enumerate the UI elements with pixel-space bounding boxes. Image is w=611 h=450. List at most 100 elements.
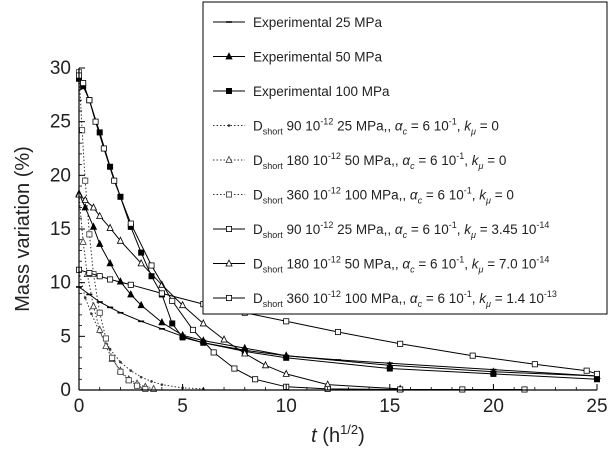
data-point: [386, 365, 393, 372]
data-point: [594, 376, 601, 383]
data-point: [134, 382, 141, 389]
data-point: [119, 360, 122, 364]
legend-label: Experimental 100 MPa: [253, 84, 390, 99]
y-tick-label: 5: [60, 326, 71, 347]
legend-marker: [225, 155, 233, 163]
data-point: [125, 377, 132, 384]
y-tick-label: 20: [50, 165, 71, 186]
data-point: [116, 236, 125, 244]
legend: Experimental 25 MPa Experimental 50 MPa Ex…: [202, 1, 608, 315]
y-tick-label: 0: [60, 380, 71, 401]
data-point: [139, 375, 143, 379]
data-point: [150, 380, 153, 383]
data-point: [81, 195, 89, 203]
legend-entry: Dshort 360 10-12 100 MPa,, αc = 6 10-1, …: [213, 289, 557, 309]
legend-entry: Dshort 90 10-12 25 MPa,, αc = 6 10-1, kμ…: [213, 220, 549, 240]
data-point: [102, 341, 110, 349]
data-point: [169, 320, 176, 327]
data-point: [137, 300, 145, 309]
data-point: [283, 318, 290, 325]
y-tick-label: 10: [50, 273, 71, 294]
data-point: [82, 177, 89, 184]
data-point: [102, 335, 109, 342]
data-point: [111, 177, 118, 184]
data-point: [89, 301, 98, 310]
data-point: [127, 220, 134, 227]
x-axis-label: t (h1/2): [311, 422, 365, 447]
data-point: [252, 376, 259, 383]
legend-marker: [225, 88, 232, 95]
series-line: [78, 75, 525, 390]
y-tick-label: 30: [50, 58, 71, 79]
data-point: [127, 281, 134, 288]
data-point: [109, 354, 116, 361]
data-point: [83, 296, 87, 299]
legend-entry: Dshort 90 10-12 25 MPa,, αc = 6 10-1, kμ…: [213, 117, 499, 137]
x-tick-label: 10: [276, 396, 297, 417]
legend-entry: Experimental 25 MPa: [213, 15, 383, 30]
data-point: [199, 319, 207, 327]
series-line: [78, 271, 204, 390]
data-point: [220, 335, 228, 343]
x-tick-label: 20: [483, 396, 504, 417]
data-point: [96, 211, 104, 220]
data-point: [334, 329, 341, 336]
data-point: [107, 276, 114, 283]
series-line: [78, 194, 154, 390]
series-5: [75, 190, 158, 392]
data-point: [282, 369, 290, 377]
legend-label: Experimental 25 MPa: [253, 15, 383, 30]
legend-label: Dshort 360 10-12 100 MPa,, αc = 6 10-1, …: [253, 289, 557, 309]
data-point: [89, 203, 98, 211]
data-point: [148, 262, 155, 269]
data-point: [86, 270, 93, 277]
data-point: [106, 258, 114, 267]
y-tick-label: 25: [50, 112, 71, 133]
data-point: [90, 312, 93, 316]
x-tick-label: 15: [379, 396, 400, 417]
legend-marker: [225, 191, 232, 198]
data-point: [160, 383, 164, 386]
series-layer: [75, 69, 601, 393]
data-point: [283, 354, 290, 361]
data-point: [241, 349, 249, 357]
data-point: [96, 325, 104, 333]
legend-label: Dshort 360 10-12 100 MPa,, αc = 6 10-1, …: [253, 186, 514, 206]
data-point: [158, 317, 166, 326]
data-point: [142, 385, 149, 392]
data-point: [96, 273, 103, 280]
data-point: [108, 347, 112, 351]
legend-label: Dshort 180 10-12 50 MPa,, αc = 6 10-1, k…: [253, 151, 506, 171]
y-axis-label: Mass variation (%): [12, 146, 34, 312]
series-8: [75, 190, 404, 392]
data-point: [583, 367, 590, 374]
data-point: [231, 365, 238, 372]
data-point: [490, 370, 497, 377]
legend-marker: [225, 259, 233, 267]
data-point: [127, 290, 135, 298]
data-point: [100, 145, 107, 152]
x-tick-label: 25: [586, 396, 607, 417]
data-point: [79, 237, 87, 245]
legend-label: Dshort 90 10-12 25 MPa,, αc = 6 10-1, kμ…: [253, 220, 549, 240]
legend-entry: Dshort 360 10-12 100 MPa,, αc = 6 10-1, …: [213, 186, 514, 206]
data-point: [96, 309, 103, 316]
data-point: [469, 352, 476, 359]
data-point: [169, 297, 176, 304]
legend-marker: [225, 294, 232, 301]
legend-marker: [227, 124, 231, 127]
legend-label: Dshort 90 10-12 25 MPa,, αc = 6 10-1, kμ…: [253, 117, 499, 137]
data-point: [531, 361, 538, 368]
data-point: [86, 231, 93, 238]
legend-entry: Dshort 180 10-12 50 MPa,, αc = 6 10-1, k…: [213, 151, 506, 171]
data-point: [178, 300, 187, 309]
data-point: [80, 80, 87, 87]
data-point: [86, 97, 93, 104]
legend-box: [202, 1, 608, 315]
data-point: [594, 370, 601, 377]
data-point: [189, 326, 196, 333]
legend-label: Dshort 180 10-12 50 MPa,, αc = 6 10-1, k…: [253, 255, 549, 275]
legend-entry: Dshort 180 10-12 50 MPa,, αc = 6 10-1, k…: [213, 255, 549, 275]
data-point: [106, 223, 114, 231]
